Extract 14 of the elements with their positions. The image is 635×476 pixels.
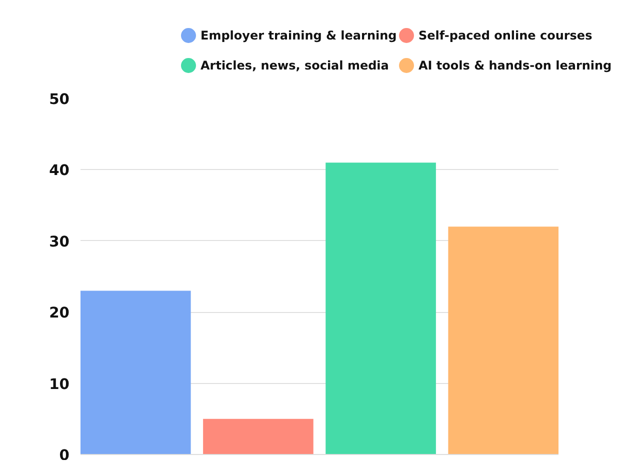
bar <box>80 290 191 454</box>
legend-label: Self-paced online courses <box>418 28 592 42</box>
bar <box>326 162 436 454</box>
legend-label: Articles, news, social media <box>200 58 389 72</box>
y-tick-label: 20 <box>49 304 70 322</box>
y-tick-label: 40 <box>49 162 70 180</box>
y-tick-label: 30 <box>49 233 70 250</box>
bar <box>448 226 558 454</box>
y-tick-label: 0 <box>59 447 70 464</box>
legend-label: Employer training & learning <box>200 28 397 42</box>
y-tick-label: 10 <box>49 376 70 393</box>
legend-label: AI tools & hands-on learning <box>418 58 612 72</box>
y-tick-label: 50 <box>49 91 70 108</box>
bar <box>203 418 314 454</box>
